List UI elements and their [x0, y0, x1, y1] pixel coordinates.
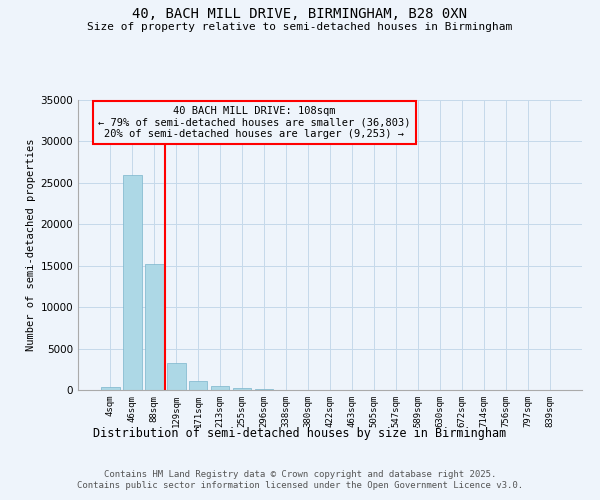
- Bar: [101, 386, 119, 390]
- Text: 40, BACH MILL DRIVE, BIRMINGHAM, B28 0XN: 40, BACH MILL DRIVE, BIRMINGHAM, B28 0XN: [133, 8, 467, 22]
- Bar: [189, 381, 208, 390]
- Text: Contains public sector information licensed under the Open Government Licence v3: Contains public sector information licen…: [77, 482, 523, 490]
- Bar: [255, 389, 274, 390]
- Text: Size of property relative to semi-detached houses in Birmingham: Size of property relative to semi-detach…: [88, 22, 512, 32]
- Text: Contains HM Land Registry data © Crown copyright and database right 2025.: Contains HM Land Registry data © Crown c…: [104, 470, 496, 479]
- Text: 40 BACH MILL DRIVE: 108sqm
← 79% of semi-detached houses are smaller (36,803)
20: 40 BACH MILL DRIVE: 108sqm ← 79% of semi…: [98, 106, 410, 139]
- Bar: [145, 264, 164, 390]
- Bar: [123, 174, 142, 390]
- Text: Distribution of semi-detached houses by size in Birmingham: Distribution of semi-detached houses by …: [94, 428, 506, 440]
- Bar: [233, 388, 251, 390]
- Bar: [167, 364, 185, 390]
- Y-axis label: Number of semi-detached properties: Number of semi-detached properties: [26, 138, 36, 352]
- Bar: [211, 386, 229, 390]
